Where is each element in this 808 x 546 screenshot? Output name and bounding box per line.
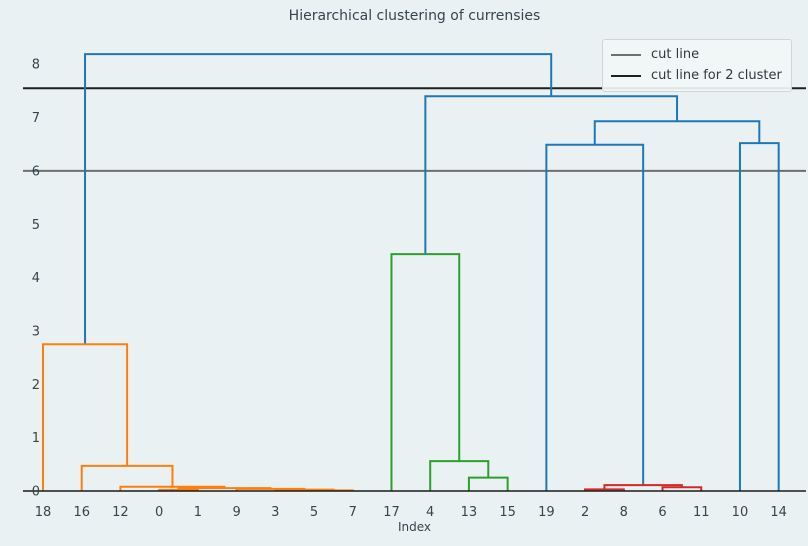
dendrogram-link (661, 486, 703, 491)
x-tick-label: 12 (112, 505, 129, 520)
x-tick-label: 18 (35, 505, 52, 520)
dendrogram-link (593, 120, 761, 145)
x-tick-label: 4 (426, 505, 434, 520)
x-tick-label: 19 (538, 505, 555, 520)
legend-item-cut-line: cut line (611, 44, 783, 65)
x-tick-label: 11 (693, 505, 710, 520)
dendrogram-link (738, 142, 780, 491)
x-tick-label: 5 (310, 505, 318, 520)
dendrogram-link (467, 476, 509, 491)
dendrogram-link (584, 488, 625, 491)
y-tick-label: 0 (32, 485, 40, 500)
dendrogram-link (424, 95, 679, 255)
legend-item-cut-line-2-cluster: cut line for 2 cluster (611, 65, 783, 86)
x-tick-label: 8 (620, 505, 628, 520)
x-tick-label: 10 (732, 505, 749, 520)
x-tick-label: 3 (271, 505, 279, 520)
y-tick-label: 7 (32, 111, 40, 126)
y-tick-label: 6 (32, 164, 40, 179)
y-tick-label: 5 (32, 218, 40, 233)
dendrogram-link (390, 253, 461, 491)
x-tick-label: 1 (194, 505, 202, 520)
dendrogram-link (603, 484, 683, 490)
dendrogram-link (80, 464, 174, 491)
legend-label: cut line (651, 47, 700, 62)
dendrogram-link (429, 460, 490, 491)
legend-label: cut line for 2 cluster (651, 68, 782, 83)
x-tick-label: 16 (73, 505, 90, 520)
x-axis-label: Index (397, 520, 432, 534)
legend: cut line cut line for 2 cluster (602, 39, 792, 92)
dendrogram-link (84, 53, 553, 345)
cut-line-2-cluster-swatch (611, 74, 641, 77)
x-tick-label: 15 (499, 505, 516, 520)
chart-title: Hierarchical clustering of currensies (288, 8, 541, 24)
y-tick-label: 2 (32, 378, 40, 393)
x-tick-label: 6 (658, 505, 666, 520)
y-tick-label: 4 (32, 271, 40, 286)
y-tick-label: 1 (32, 431, 40, 446)
x-tick-label: 13 (461, 505, 478, 520)
x-tick-label: 0 (155, 505, 163, 520)
x-tick-label: 2 (581, 505, 589, 520)
y-tick-label: 8 (32, 58, 40, 73)
x-tick-label: 9 (232, 505, 240, 520)
x-tick-label: 17 (383, 505, 400, 520)
y-tick-label: 3 (32, 324, 40, 339)
dendrogram-link (545, 143, 645, 491)
cut-line-swatch (611, 53, 641, 56)
dendrogram-link (42, 343, 129, 491)
x-tick-label: 14 (770, 505, 787, 520)
x-tick-label: 7 (349, 505, 357, 520)
